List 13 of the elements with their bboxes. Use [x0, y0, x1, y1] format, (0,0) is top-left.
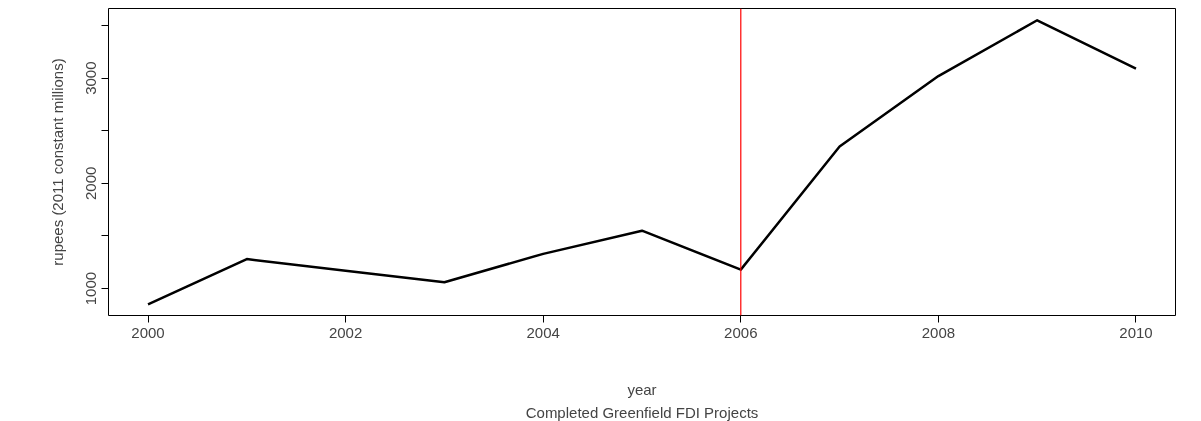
x-tick-label: 2006 — [724, 323, 758, 341]
y-tick-label: 1000 — [82, 271, 100, 306]
y-axis-title: rupees (2011 constant millions) — [48, 58, 66, 266]
text: Completed Greenfield FDI Projects — [525, 403, 759, 421]
line-series — [146, 19, 1138, 306]
x-tick-label: 2010 — [1119, 323, 1153, 341]
x-tick-label: 2000 — [131, 323, 165, 341]
x-tick-label: 2008 — [921, 323, 956, 341]
x-axis-title: year — [627, 380, 657, 398]
y-tick-label: 2000 — [82, 166, 100, 201]
x-tick-label: 2004 — [526, 323, 560, 341]
x-tick-label: 2002 — [328, 323, 363, 341]
y-tick-label: 3000 — [82, 61, 100, 95]
